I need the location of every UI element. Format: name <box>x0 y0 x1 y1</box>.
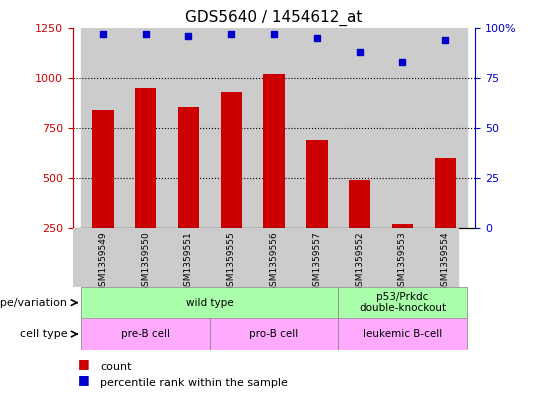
Point <box>141 30 150 37</box>
Bar <box>210 318 338 350</box>
Bar <box>210 28 253 228</box>
Bar <box>338 318 467 350</box>
Text: genotype/variation: genotype/variation <box>0 298 68 308</box>
Text: GSM1359550: GSM1359550 <box>141 231 150 292</box>
Bar <box>220 92 242 228</box>
Text: GSM1359555: GSM1359555 <box>227 231 236 292</box>
Bar <box>253 28 295 228</box>
Bar <box>135 88 157 228</box>
Bar <box>82 28 124 228</box>
Bar <box>435 158 456 228</box>
Text: count: count <box>100 362 131 373</box>
Point <box>98 30 107 37</box>
Title: GDS5640 / 1454612_at: GDS5640 / 1454612_at <box>185 10 363 26</box>
Text: wild type: wild type <box>186 298 234 308</box>
Text: p53/Prkdc
double-knockout: p53/Prkdc double-knockout <box>359 292 446 313</box>
Text: percentile rank within the sample: percentile rank within the sample <box>100 378 288 388</box>
Text: GSM1359553: GSM1359553 <box>398 231 407 292</box>
Point <box>313 35 321 41</box>
Point <box>227 30 235 37</box>
Bar <box>381 28 424 228</box>
Bar <box>82 318 210 350</box>
Bar <box>424 28 467 228</box>
Text: pro-B cell: pro-B cell <box>249 329 299 339</box>
Text: leukemic B-cell: leukemic B-cell <box>363 329 442 339</box>
Bar <box>92 110 113 228</box>
Text: pre-B cell: pre-B cell <box>121 329 170 339</box>
Text: GSM1359551: GSM1359551 <box>184 231 193 292</box>
Point <box>398 59 407 65</box>
Text: GSM1359554: GSM1359554 <box>441 231 450 292</box>
Bar <box>167 28 210 228</box>
Text: ■: ■ <box>78 358 90 371</box>
Text: ■: ■ <box>78 373 90 386</box>
Text: cell type: cell type <box>20 329 68 339</box>
Point <box>355 48 364 55</box>
Bar <box>264 73 285 228</box>
Bar <box>178 107 199 228</box>
Text: GSM1359552: GSM1359552 <box>355 231 364 292</box>
Bar <box>295 28 338 228</box>
Point <box>270 30 279 37</box>
Text: GSM1359556: GSM1359556 <box>269 231 279 292</box>
Bar <box>306 140 328 228</box>
Bar <box>338 287 467 318</box>
Text: GSM1359557: GSM1359557 <box>312 231 321 292</box>
Text: GSM1359549: GSM1359549 <box>98 231 107 292</box>
Bar <box>124 28 167 228</box>
Bar <box>392 224 413 228</box>
Bar <box>338 28 381 228</box>
Point <box>441 37 450 43</box>
Point <box>184 32 193 39</box>
Bar <box>349 180 370 228</box>
Bar <box>82 287 338 318</box>
